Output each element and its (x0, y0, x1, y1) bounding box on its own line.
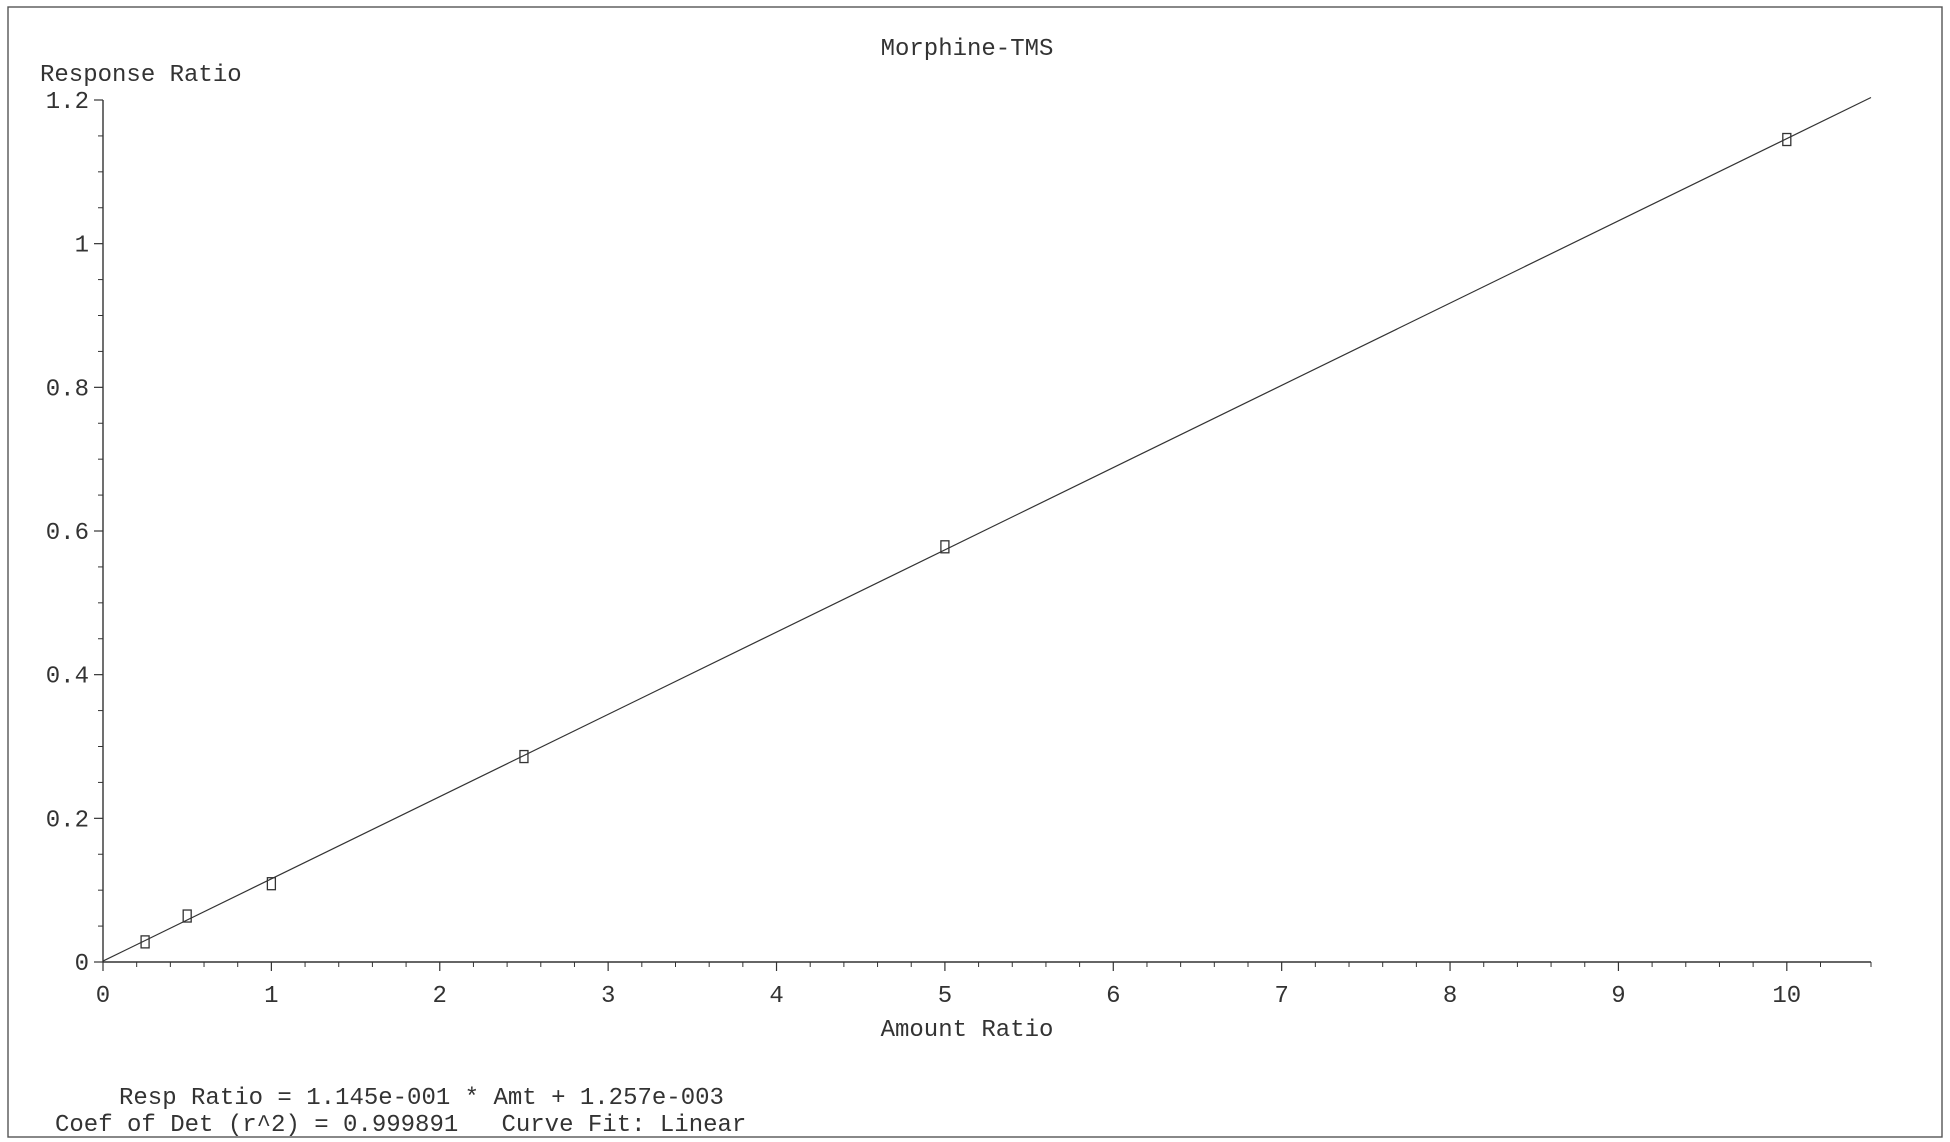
x-tick-label: 7 (1274, 983, 1288, 1010)
y-tick-label: 0.8 (46, 376, 89, 403)
fit-line (102, 96, 1872, 962)
x-tick-label: 4 (769, 983, 783, 1010)
x-axis-label: Amount Ratio (881, 1017, 1054, 1044)
stats-text: Coef of Det (r^2) = 0.999891 Curve Fit: … (55, 1112, 746, 1139)
equation-text: Resp Ratio = 1.145e-001 * Amt + 1.257e-0… (119, 1085, 724, 1112)
x-tick-label: 5 (938, 983, 952, 1010)
y-tick-label: 0.6 (46, 520, 89, 547)
y-tick-label: 0.4 (46, 664, 89, 691)
chart-frame (7, 6, 1943, 1138)
x-tick-label: 10 (1772, 983, 1801, 1010)
data-point-marker (1782, 132, 1792, 147)
y-tick-label: 1 (75, 233, 89, 260)
y-tick-label: 0.2 (46, 807, 89, 834)
x-tick-label: 1 (264, 983, 278, 1010)
minor-ticks (98, 135, 1821, 967)
data-point-marker (519, 749, 529, 764)
x-tick-label: 3 (601, 983, 615, 1010)
data-point-marker (182, 909, 192, 923)
data-points (140, 132, 1792, 949)
data-point-marker (940, 540, 950, 554)
x-tick-label: 0 (96, 983, 110, 1010)
data-point-marker (140, 935, 150, 949)
data-point-marker (266, 877, 277, 891)
x-tick-label: 2 (433, 983, 447, 1010)
x-axis-ticks: 0 1 2 3 4 5 6 7 8 9 10 (96, 962, 1872, 1010)
y-axis-label: Response Ratio (40, 62, 242, 89)
chart-title: Morphine-TMS (881, 36, 1054, 63)
x-tick-label: 6 (1106, 983, 1120, 1010)
y-tick-label: 1.2 (46, 89, 89, 116)
x-tick-label: 8 (1443, 983, 1457, 1010)
y-tick-label: 0 (75, 951, 89, 978)
y-axis-ticks: 0 0.2 0.4 0.6 0.8 1 1.2 (46, 89, 103, 978)
x-tick-label: 9 (1611, 983, 1625, 1010)
